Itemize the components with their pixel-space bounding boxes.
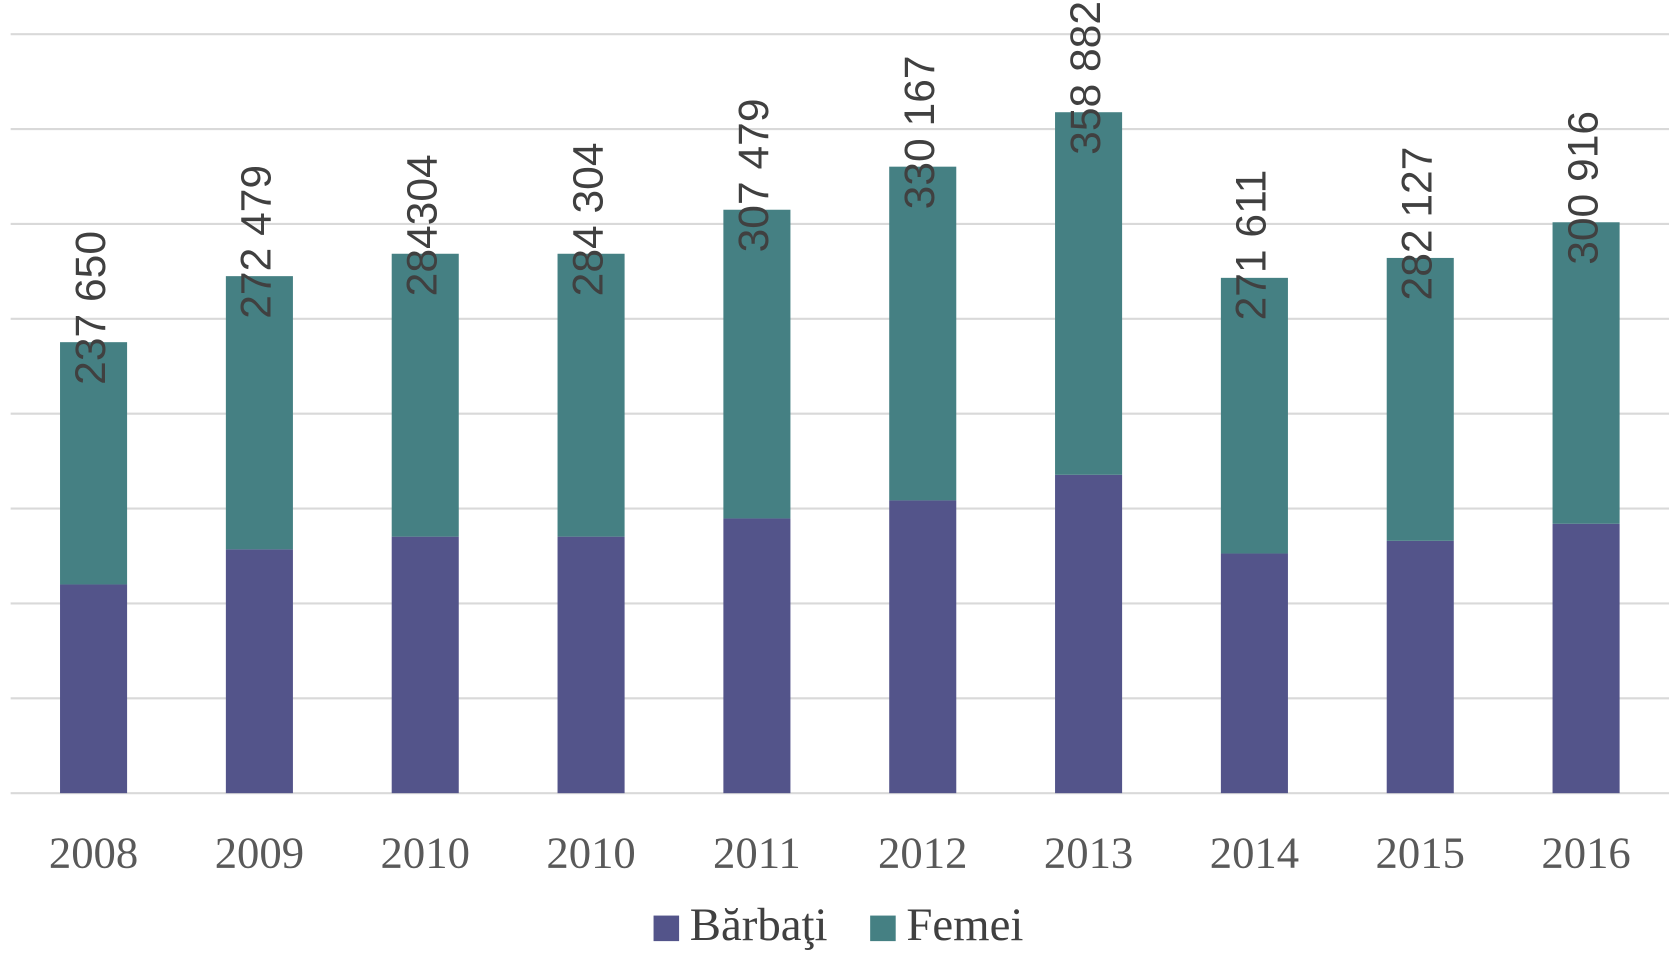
bar-segment [225,549,293,794]
bar-segment [1386,257,1454,541]
bar-segment [1220,553,1288,794]
bar-segment [723,518,791,794]
x-tick-label: 2011 [713,828,801,878]
x-tick-label: 2008 [49,828,138,878]
data-label: 330 167 [896,55,944,209]
data-label: 237 650 [67,231,115,385]
bar-segment [225,276,293,550]
bar-segment [60,342,128,585]
bar-segment [1220,277,1288,554]
x-tick-label: 2015 [1376,828,1465,878]
data-label: 284 304 [564,142,612,296]
x-tick-label: 2016 [1541,828,1630,878]
data-label: 300 916 [1559,111,1607,265]
data-label: 307 479 [730,98,778,252]
bar-segment [889,500,957,794]
bar-segment [889,166,957,501]
legend-label: Femei [906,899,1023,951]
bar-segment [391,253,459,537]
data-label: 272 479 [233,165,281,319]
legend-label: Bărbaţi [690,899,828,951]
data-label: 282 127 [1393,147,1441,301]
x-tick-label: 2012 [878,828,967,878]
bar-segment [557,536,625,794]
data-label: 358 882 [1062,1,1110,155]
bar-segment [557,253,625,537]
x-tick-label: 2010 [381,828,470,878]
bar-segment [1055,474,1123,794]
legend-swatch [870,915,896,942]
bar-segment [60,584,128,794]
x-tick-label: 2013 [1044,828,1133,878]
bar-segment [391,536,459,794]
bar-segment [1386,540,1454,794]
data-label: 284304 [398,154,446,296]
x-tick-label: 2010 [546,828,635,878]
data-label: 271 611 [1228,170,1276,321]
bar-segment [1552,523,1620,794]
bar-segment [1552,222,1620,524]
bar-segment [723,209,791,519]
legend-swatch [653,915,680,942]
bar-segment [1055,112,1123,475]
x-tick-label: 2014 [1210,828,1299,878]
x-tick-label: 2009 [215,828,304,878]
